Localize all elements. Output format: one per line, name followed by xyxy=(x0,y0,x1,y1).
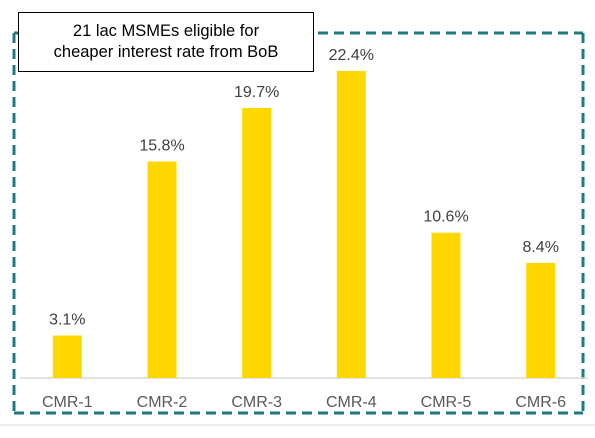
x-axis-tick-labels: CMR-1 CMR-2 CMR-3 CMR-4 CMR-5 CMR-6 xyxy=(42,394,566,411)
annotation-line-1: 21 lac MSMEs eligible for xyxy=(72,22,260,40)
data-label-cmr-6: 8.4% xyxy=(522,239,558,256)
data-label-cmr-1: 3.1% xyxy=(49,312,85,329)
annotation-line-2: cheaper interest rate from BoB xyxy=(53,43,279,61)
bar-cmr-4 xyxy=(336,71,366,378)
data-label-cmr-5: 10.6% xyxy=(423,209,468,226)
bar-cmr-6 xyxy=(526,262,556,378)
x-tick-label-cmr-4: CMR-4 xyxy=(326,394,377,411)
x-tick-label-cmr-5: CMR-5 xyxy=(421,394,472,411)
data-label-group: 3.1% 15.8% 19.7% 22.4% 10.6% 8.4% xyxy=(49,47,559,329)
bar-series xyxy=(52,71,556,378)
data-label-cmr-3: 19.7% xyxy=(234,84,279,101)
bar-cmr-1 xyxy=(52,335,82,378)
bar-cmr-2 xyxy=(147,161,177,378)
x-tick-label-cmr-2: CMR-2 xyxy=(137,394,188,411)
x-tick-label-cmr-6: CMR-6 xyxy=(515,394,566,411)
data-label-cmr-4: 22.4% xyxy=(329,47,374,64)
bar-cmr-3 xyxy=(242,108,272,378)
x-tick-label-cmr-3: CMR-3 xyxy=(231,394,282,411)
x-tick-label-cmr-1: CMR-1 xyxy=(42,394,93,411)
data-label-cmr-2: 15.8% xyxy=(139,138,184,155)
annotation-callout: 21 lac MSMEs eligible for cheaper intere… xyxy=(18,12,314,72)
bar-cmr-5 xyxy=(431,232,461,378)
